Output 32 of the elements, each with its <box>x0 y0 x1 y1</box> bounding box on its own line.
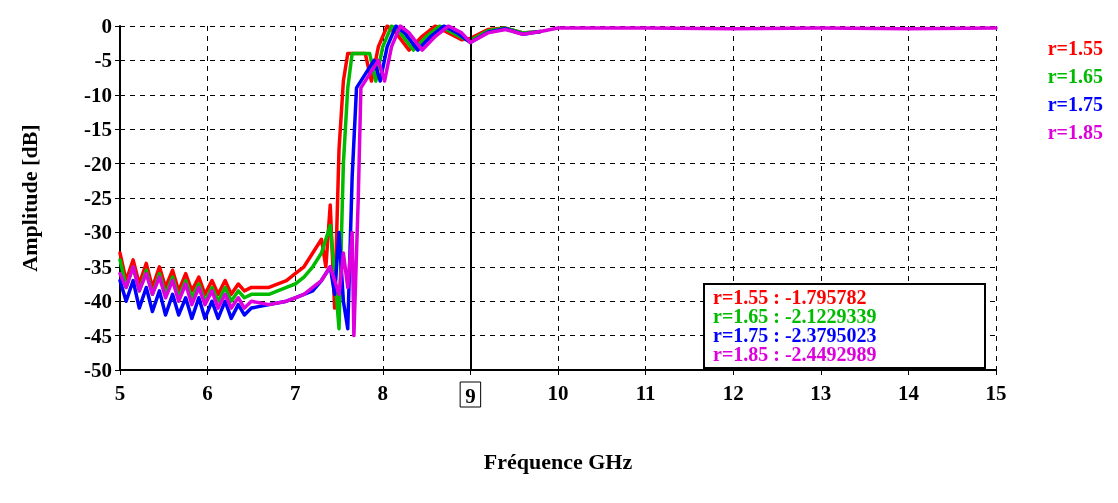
text: r=1.65 <box>1047 65 1104 87</box>
x-tick-label: 9 <box>465 383 476 408</box>
annotation: r=1.65 : -2.1229339 <box>713 305 878 327</box>
x-axis-title: Fréquence GHz <box>483 448 633 474</box>
x-tick-label: 6 <box>202 380 213 405</box>
y-tick-label: -15 <box>84 117 112 142</box>
x-tick-label: 15 <box>985 380 1007 405</box>
y-tick-label: -35 <box>84 254 112 279</box>
x-tick-label: 14 <box>897 380 920 405</box>
x-tick-label: 7 <box>289 380 301 405</box>
x-tick-label: 12 <box>722 380 744 405</box>
x-tick-label: 11 <box>635 380 656 405</box>
y-tick-label: -50 <box>84 358 112 382</box>
x-tick-label: 10 <box>547 380 569 405</box>
y-tick-label: 0 <box>101 14 112 38</box>
x-tick-label: 5 <box>114 380 126 405</box>
text: r=1.55 <box>1047 37 1104 59</box>
y-tick-label: -25 <box>84 186 112 210</box>
y-axis-title: Amplitude [dB] <box>16 124 42 272</box>
annotation: r=1.75 : -2.3795023 <box>713 324 878 346</box>
annotation: r=1.55 : -1.795782 <box>713 286 868 308</box>
x-tick-label: 13 <box>810 380 832 405</box>
text: r=1.85 <box>1047 121 1104 143</box>
y-tick-label: -40 <box>84 289 112 314</box>
annotation: r=1.85 : -2.4492989 <box>713 343 878 365</box>
x-tick-label: 8 <box>377 380 389 405</box>
y-tick-label: -45 <box>84 323 112 348</box>
y-tick-label: -5 <box>94 48 112 73</box>
y-tick-label: -20 <box>84 151 112 176</box>
text: r=1.75 <box>1047 93 1104 115</box>
y-tick-label: -30 <box>84 220 112 245</box>
y-tick-label: -10 <box>84 82 112 107</box>
